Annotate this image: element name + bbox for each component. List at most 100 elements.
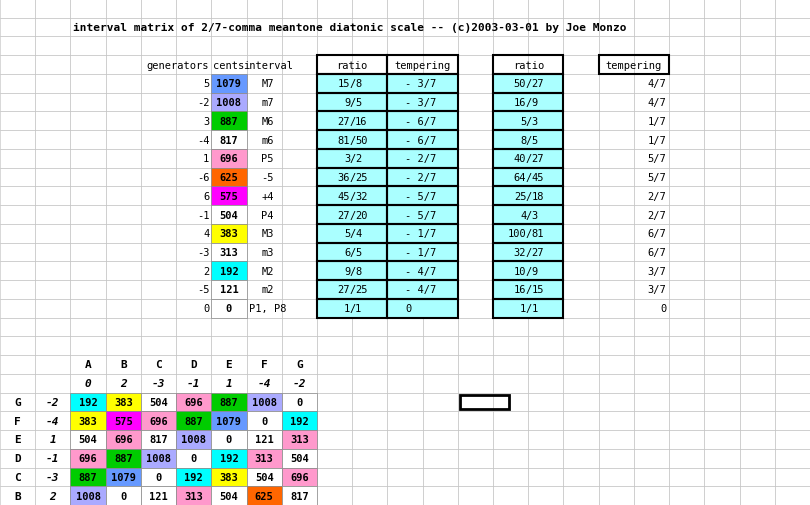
Text: /: / [349, 229, 356, 239]
Bar [458, 412, 493, 430]
Bar [176, 262, 211, 281]
Bar [634, 449, 669, 468]
Bar [387, 131, 458, 149]
Bar [352, 243, 387, 262]
Text: 27: 27 [338, 210, 350, 220]
Bar [176, 337, 211, 356]
Bar [317, 168, 387, 187]
Text: 9: 9 [344, 266, 350, 276]
Bar [176, 224, 211, 243]
Bar [317, 281, 352, 299]
Bar [705, 281, 740, 299]
Bar [70, 206, 105, 224]
Bar [0, 0, 35, 19]
Text: B: B [120, 360, 126, 370]
Bar [282, 299, 317, 318]
Bar [493, 206, 528, 224]
Text: 192: 192 [220, 453, 238, 463]
Bar [70, 412, 105, 430]
Bar [0, 299, 35, 318]
Bar [705, 168, 740, 187]
Bar [528, 93, 564, 112]
Text: 504: 504 [149, 397, 168, 407]
Text: A: A [85, 360, 92, 370]
Bar [599, 149, 634, 168]
Bar [740, 393, 775, 412]
Text: 1008: 1008 [75, 491, 100, 500]
Bar [775, 299, 810, 318]
Bar [740, 449, 775, 468]
Bar [105, 430, 141, 449]
Text: 2/7: 2/7 [647, 210, 666, 220]
Bar [705, 299, 740, 318]
Bar [70, 299, 105, 318]
Text: 5: 5 [520, 117, 526, 127]
Text: 0: 0 [226, 434, 232, 444]
Bar [634, 486, 669, 505]
Bar [70, 224, 105, 243]
Bar [211, 131, 246, 149]
Bar [176, 374, 211, 393]
Bar [105, 149, 141, 168]
Bar [211, 430, 246, 449]
Bar [493, 131, 564, 149]
Bar [70, 262, 105, 281]
Bar [564, 75, 599, 93]
Bar [493, 131, 528, 149]
Bar [775, 93, 810, 112]
Bar [423, 112, 458, 131]
Bar [599, 19, 634, 37]
Bar [176, 430, 211, 449]
Text: /: / [349, 210, 356, 220]
Bar [775, 168, 810, 187]
Bar [775, 262, 810, 281]
Bar [105, 37, 141, 56]
Bar [105, 318, 141, 337]
Bar [564, 430, 599, 449]
Bar [387, 168, 458, 187]
Text: 4: 4 [355, 229, 361, 239]
Bar [387, 374, 423, 393]
Text: 887: 887 [79, 472, 97, 482]
Bar [493, 281, 528, 299]
Bar [317, 112, 352, 131]
Bar [493, 281, 564, 299]
Bar [70, 449, 105, 468]
Bar [317, 393, 352, 412]
Bar [211, 243, 246, 262]
Bar [458, 430, 493, 449]
Bar [282, 393, 317, 412]
Bar [705, 243, 740, 262]
Bar [0, 56, 35, 75]
Text: 1008: 1008 [252, 397, 277, 407]
Bar [493, 56, 528, 75]
Bar [141, 449, 176, 468]
Bar [458, 281, 493, 299]
Bar [493, 93, 564, 112]
Bar [246, 187, 282, 206]
Bar [528, 449, 564, 468]
Bar [141, 299, 176, 318]
Bar [246, 449, 282, 468]
Bar [211, 75, 246, 93]
Bar [317, 299, 387, 318]
Text: 0: 0 [190, 453, 197, 463]
Bar [387, 19, 423, 37]
Text: /: / [525, 154, 531, 164]
Bar [211, 449, 246, 468]
Bar [0, 149, 35, 168]
Text: 20: 20 [355, 210, 368, 220]
Bar [105, 412, 141, 430]
Bar [317, 206, 352, 224]
Text: 100: 100 [508, 229, 526, 239]
Text: - 6/7: - 6/7 [405, 117, 437, 127]
Bar [740, 19, 775, 37]
Bar [705, 468, 740, 486]
Text: /: / [349, 79, 356, 89]
Bar [634, 75, 669, 93]
Bar [141, 412, 176, 430]
Bar [317, 149, 387, 168]
Bar [35, 168, 70, 187]
Bar [211, 206, 246, 224]
Text: E: E [15, 434, 21, 444]
